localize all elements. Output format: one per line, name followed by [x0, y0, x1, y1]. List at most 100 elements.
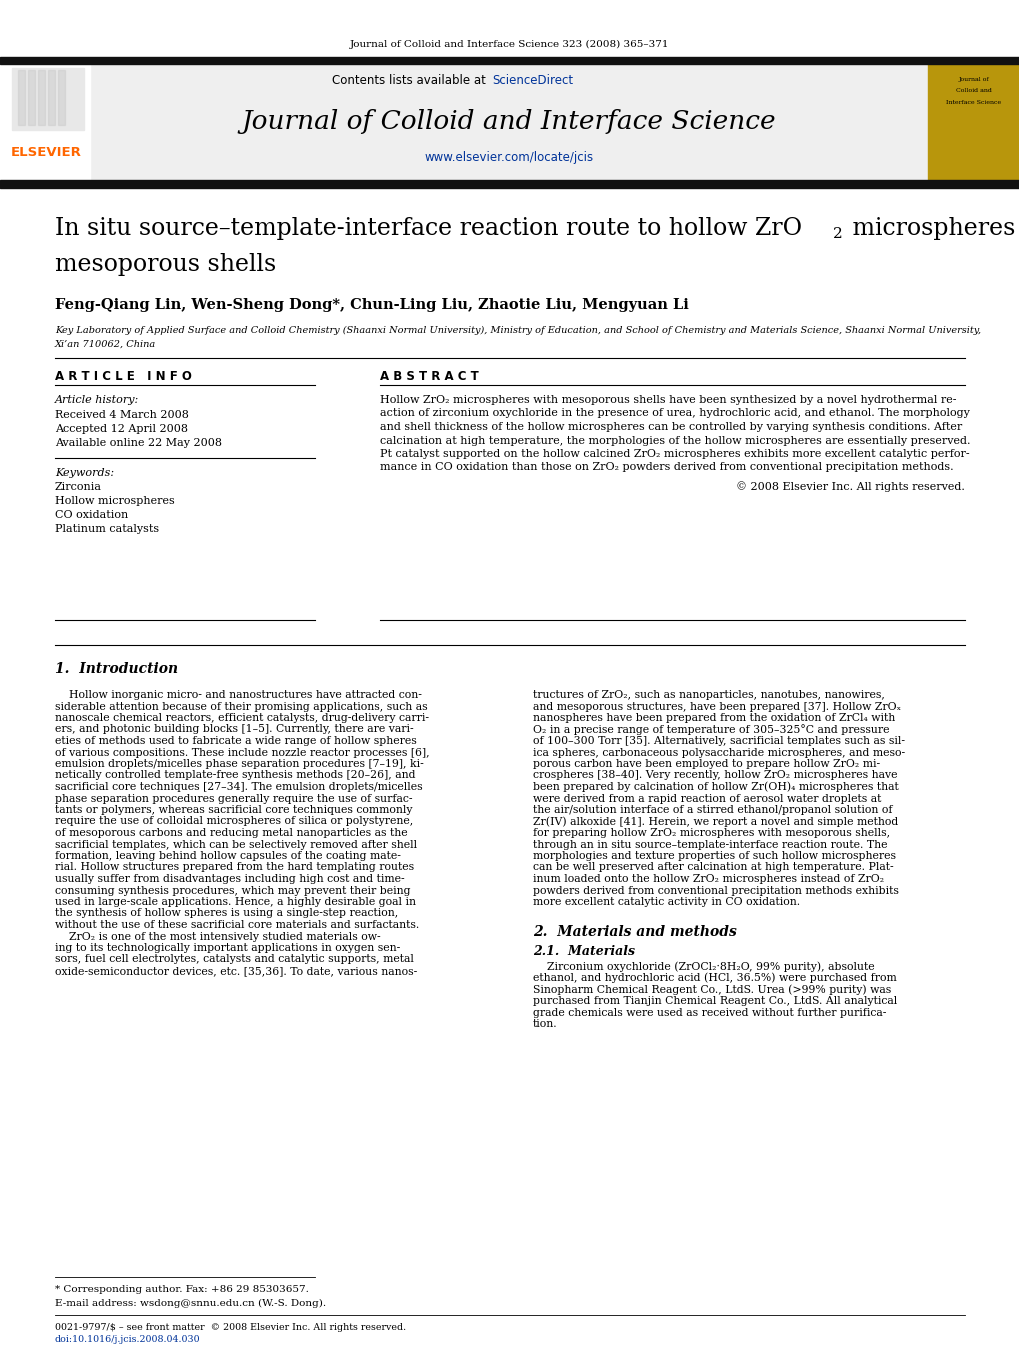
Text: consuming synthesis procedures, which may prevent their being: consuming synthesis procedures, which ma… — [55, 885, 410, 896]
Text: Available online 22 May 2008: Available online 22 May 2008 — [55, 438, 222, 449]
Text: more excellent catalytic activity in CO oxidation.: more excellent catalytic activity in CO … — [533, 897, 799, 907]
Text: sacrificial templates, which can be selectively removed after shell: sacrificial templates, which can be sele… — [55, 839, 417, 850]
Text: and mesoporous structures, have been prepared [37]. Hollow ZrOₓ: and mesoporous structures, have been pre… — [533, 701, 901, 712]
Text: microspheres with: microspheres with — [844, 216, 1019, 239]
Text: CO oxidation: CO oxidation — [55, 509, 128, 520]
Text: emulsion droplets/micelles phase separation procedures [7–19], ki-: emulsion droplets/micelles phase separat… — [55, 759, 423, 769]
Text: phase separation procedures generally require the use of surfac-: phase separation procedures generally re… — [55, 793, 412, 804]
Text: ethanol, and hydrochloric acid (HCl, 36.5%) were purchased from: ethanol, and hydrochloric acid (HCl, 36.… — [533, 973, 896, 984]
Text: siderable attention because of their promising applications, such as: siderable attention because of their pro… — [55, 701, 427, 712]
Text: ers, and photonic building blocks [1–5]. Currently, there are vari-: ers, and photonic building blocks [1–5].… — [55, 724, 414, 735]
Text: mance in CO oxidation than those on ZrO₂ powders derived from conventional preci: mance in CO oxidation than those on ZrO₂… — [380, 462, 953, 473]
Text: ELSEVIER: ELSEVIER — [10, 146, 82, 158]
Text: Article history:: Article history: — [55, 394, 140, 405]
Text: Keywords:: Keywords: — [55, 467, 114, 478]
Text: can be well preserved after calcination at high temperature. Plat-: can be well preserved after calcination … — [533, 862, 893, 873]
Text: Journal of Colloid and Interface Science 323 (2008) 365–371: Journal of Colloid and Interface Science… — [350, 39, 669, 49]
Text: O₂ in a precise range of temperature of 305–325°C and pressure: O₂ in a precise range of temperature of … — [533, 724, 889, 735]
Text: www.elsevier.com/locate/jcis: www.elsevier.com/locate/jcis — [424, 151, 593, 165]
Bar — [58, 70, 65, 126]
Text: In situ source–template-interface reaction route to hollow ZrO: In situ source–template-interface reacti… — [55, 216, 801, 239]
Bar — [90, 63, 927, 180]
Text: nanospheres have been prepared from the oxidation of ZrCl₄ with: nanospheres have been prepared from the … — [533, 713, 895, 723]
Text: grade chemicals were used as received without further purifica-: grade chemicals were used as received wi… — [533, 1008, 886, 1017]
Text: 2.1.  Materials: 2.1. Materials — [533, 944, 635, 958]
Text: the synthesis of hollow spheres is using a single-step reaction,: the synthesis of hollow spheres is using… — [55, 908, 397, 919]
Text: Hollow microspheres: Hollow microspheres — [55, 496, 174, 507]
Text: Journal of: Journal of — [958, 77, 988, 82]
Text: ing to its technologically important applications in oxygen sen-: ing to its technologically important app… — [55, 943, 399, 952]
Text: Colloid and: Colloid and — [955, 89, 990, 93]
Text: © 2008 Elsevier Inc. All rights reserved.: © 2008 Elsevier Inc. All rights reserved… — [736, 481, 964, 492]
Text: eties of methods used to fabricate a wide range of hollow spheres: eties of methods used to fabricate a wid… — [55, 736, 417, 746]
Text: Feng-Qiang Lin, Wen-Sheng Dong*, Chun-Ling Liu, Zhaotie Liu, Mengyuan Li: Feng-Qiang Lin, Wen-Sheng Dong*, Chun-Li… — [55, 299, 688, 312]
Text: Sinopharm Chemical Reagent Co., LtdS. Urea (>99% purity) was: Sinopharm Chemical Reagent Co., LtdS. Ur… — [533, 985, 891, 994]
Bar — [18, 70, 25, 126]
Text: 0021-9797/$ – see front matter  © 2008 Elsevier Inc. All rights reserved.: 0021-9797/$ – see front matter © 2008 El… — [55, 1323, 406, 1332]
Text: sors, fuel cell electrolytes, catalysts and catalytic supports, metal: sors, fuel cell electrolytes, catalysts … — [55, 955, 414, 965]
Text: through an in situ source–template-interface reaction route. The: through an in situ source–template-inter… — [533, 839, 887, 850]
Text: Platinum catalysts: Platinum catalysts — [55, 524, 159, 534]
Text: were derived from a rapid reaction of aerosol water droplets at: were derived from a rapid reaction of ae… — [533, 793, 880, 804]
Bar — [28, 70, 35, 126]
Text: 2.  Materials and methods: 2. Materials and methods — [533, 924, 736, 939]
Text: rial. Hollow structures prepared from the hard templating routes: rial. Hollow structures prepared from th… — [55, 862, 414, 873]
Text: used in large-scale applications. Hence, a highly desirable goal in: used in large-scale applications. Hence,… — [55, 897, 416, 907]
Text: porous carbon have been employed to prepare hollow ZrO₂ mi-: porous carbon have been employed to prep… — [533, 759, 879, 769]
Text: Accepted 12 April 2008: Accepted 12 April 2008 — [55, 424, 187, 434]
Text: Pt catalyst supported on the hollow calcined ZrO₂ microspheres exhibits more exc: Pt catalyst supported on the hollow calc… — [380, 449, 969, 459]
Text: Contents lists available at: Contents lists available at — [332, 74, 489, 88]
Text: Interface Science: Interface Science — [946, 100, 1001, 104]
Bar — [48, 70, 55, 126]
Bar — [0, 57, 1019, 63]
Text: powders derived from conventional precipitation methods exhibits: powders derived from conventional precip… — [533, 885, 898, 896]
Text: sacrificial core techniques [27–34]. The emulsion droplets/micelles: sacrificial core techniques [27–34]. The… — [55, 782, 422, 792]
Text: Zr(IV) alkoxide [41]. Herein, we report a novel and simple method: Zr(IV) alkoxide [41]. Herein, we report … — [533, 816, 898, 827]
Text: of mesoporous carbons and reducing metal nanoparticles as the: of mesoporous carbons and reducing metal… — [55, 828, 408, 838]
Text: ScienceDirect: ScienceDirect — [491, 74, 573, 88]
Text: Xi’an 710062, China: Xi’an 710062, China — [55, 339, 156, 349]
Text: E-mail address: wsdong@snnu.edu.cn (W.-S. Dong).: E-mail address: wsdong@snnu.edu.cn (W.-S… — [55, 1298, 326, 1308]
Text: crospheres [38–40]. Very recently, hollow ZrO₂ microspheres have: crospheres [38–40]. Very recently, hollo… — [533, 770, 897, 781]
Text: tants or polymers, whereas sacrificial core techniques commonly: tants or polymers, whereas sacrificial c… — [55, 805, 412, 815]
Text: inum loaded onto the hollow ZrO₂ microspheres instead of ZrO₂: inum loaded onto the hollow ZrO₂ microsp… — [533, 874, 883, 884]
Text: usually suffer from disadvantages including high cost and time-: usually suffer from disadvantages includ… — [55, 874, 405, 884]
Text: 2: 2 — [833, 227, 842, 240]
Text: A B S T R A C T: A B S T R A C T — [380, 370, 478, 382]
Text: Hollow inorganic micro- and nanostructures have attracted con-: Hollow inorganic micro- and nanostructur… — [55, 690, 422, 700]
Text: action of zirconium oxychloride in the presence of urea, hydrochloric acid, and : action of zirconium oxychloride in the p… — [380, 408, 969, 419]
Text: been prepared by calcination of hollow Zr(OH)₄ microspheres that: been prepared by calcination of hollow Z… — [533, 782, 898, 792]
Text: morphologies and texture properties of such hollow microspheres: morphologies and texture properties of s… — [533, 851, 895, 861]
Text: Key Laboratory of Applied Surface and Colloid Chemistry (Shaanxi Normal Universi: Key Laboratory of Applied Surface and Co… — [55, 326, 980, 335]
Text: Received 4 March 2008: Received 4 March 2008 — [55, 409, 189, 420]
Text: without the use of these sacrificial core materials and surfactants.: without the use of these sacrificial cor… — [55, 920, 419, 929]
Text: formation, leaving behind hollow capsules of the coating mate-: formation, leaving behind hollow capsule… — [55, 851, 400, 861]
Text: of 100–300 Torr [35]. Alternatively, sacrificial templates such as sil-: of 100–300 Torr [35]. Alternatively, sac… — [533, 736, 904, 746]
Text: netically controlled template-free synthesis methods [20–26], and: netically controlled template-free synth… — [55, 770, 415, 781]
Text: and shell thickness of the hollow microspheres can be controlled by varying synt: and shell thickness of the hollow micros… — [380, 422, 961, 432]
Text: for preparing hollow ZrO₂ microspheres with mesoporous shells,: for preparing hollow ZrO₂ microspheres w… — [533, 828, 890, 838]
Text: mesoporous shells: mesoporous shells — [55, 254, 276, 277]
Text: ica spheres, carbonaceous polysaccharide microspheres, and meso-: ica spheres, carbonaceous polysaccharide… — [533, 747, 904, 758]
Text: tructures of ZrO₂, such as nanoparticles, nanotubes, nanowires,: tructures of ZrO₂, such as nanoparticles… — [533, 690, 884, 700]
Text: purchased from Tianjin Chemical Reagent Co., LtdS. All analytical: purchased from Tianjin Chemical Reagent … — [533, 996, 897, 1006]
Bar — [38, 70, 45, 126]
Bar — [0, 63, 90, 180]
Text: Zirconium oxychloride (ZrOCl₂·8H₂O, 99% purity), absolute: Zirconium oxychloride (ZrOCl₂·8H₂O, 99% … — [533, 961, 873, 971]
Text: oxide-semiconductor devices, etc. [35,36]. To date, various nanos-: oxide-semiconductor devices, etc. [35,36… — [55, 966, 417, 975]
Bar — [927, 63, 1019, 180]
Text: calcination at high temperature, the morphologies of the hollow microspheres are: calcination at high temperature, the mor… — [380, 435, 969, 446]
Text: Hollow ZrO₂ microspheres with mesoporous shells have been synthesized by a novel: Hollow ZrO₂ microspheres with mesoporous… — [380, 394, 956, 405]
Text: doi:10.1016/j.jcis.2008.04.030: doi:10.1016/j.jcis.2008.04.030 — [55, 1335, 201, 1343]
Text: Zirconia: Zirconia — [55, 482, 102, 492]
Text: * Corresponding author. Fax: +86 29 85303657.: * Corresponding author. Fax: +86 29 8530… — [55, 1286, 309, 1294]
Text: tion.: tion. — [533, 1019, 557, 1029]
Text: of various compositions. These include nozzle reactor processes [6],: of various compositions. These include n… — [55, 747, 429, 758]
Text: Journal of Colloid and Interface Science: Journal of Colloid and Interface Science — [242, 109, 775, 135]
Text: require the use of colloidal microspheres of silica or polystyrene,: require the use of colloidal microsphere… — [55, 816, 413, 827]
Text: the air/solution interface of a stirred ethanol/propanol solution of: the air/solution interface of a stirred … — [533, 805, 892, 815]
Bar — [0, 180, 1019, 188]
Text: A R T I C L E   I N F O: A R T I C L E I N F O — [55, 370, 192, 382]
Text: ZrO₂ is one of the most intensively studied materials ow-: ZrO₂ is one of the most intensively stud… — [55, 931, 380, 942]
Bar — [12, 68, 84, 130]
